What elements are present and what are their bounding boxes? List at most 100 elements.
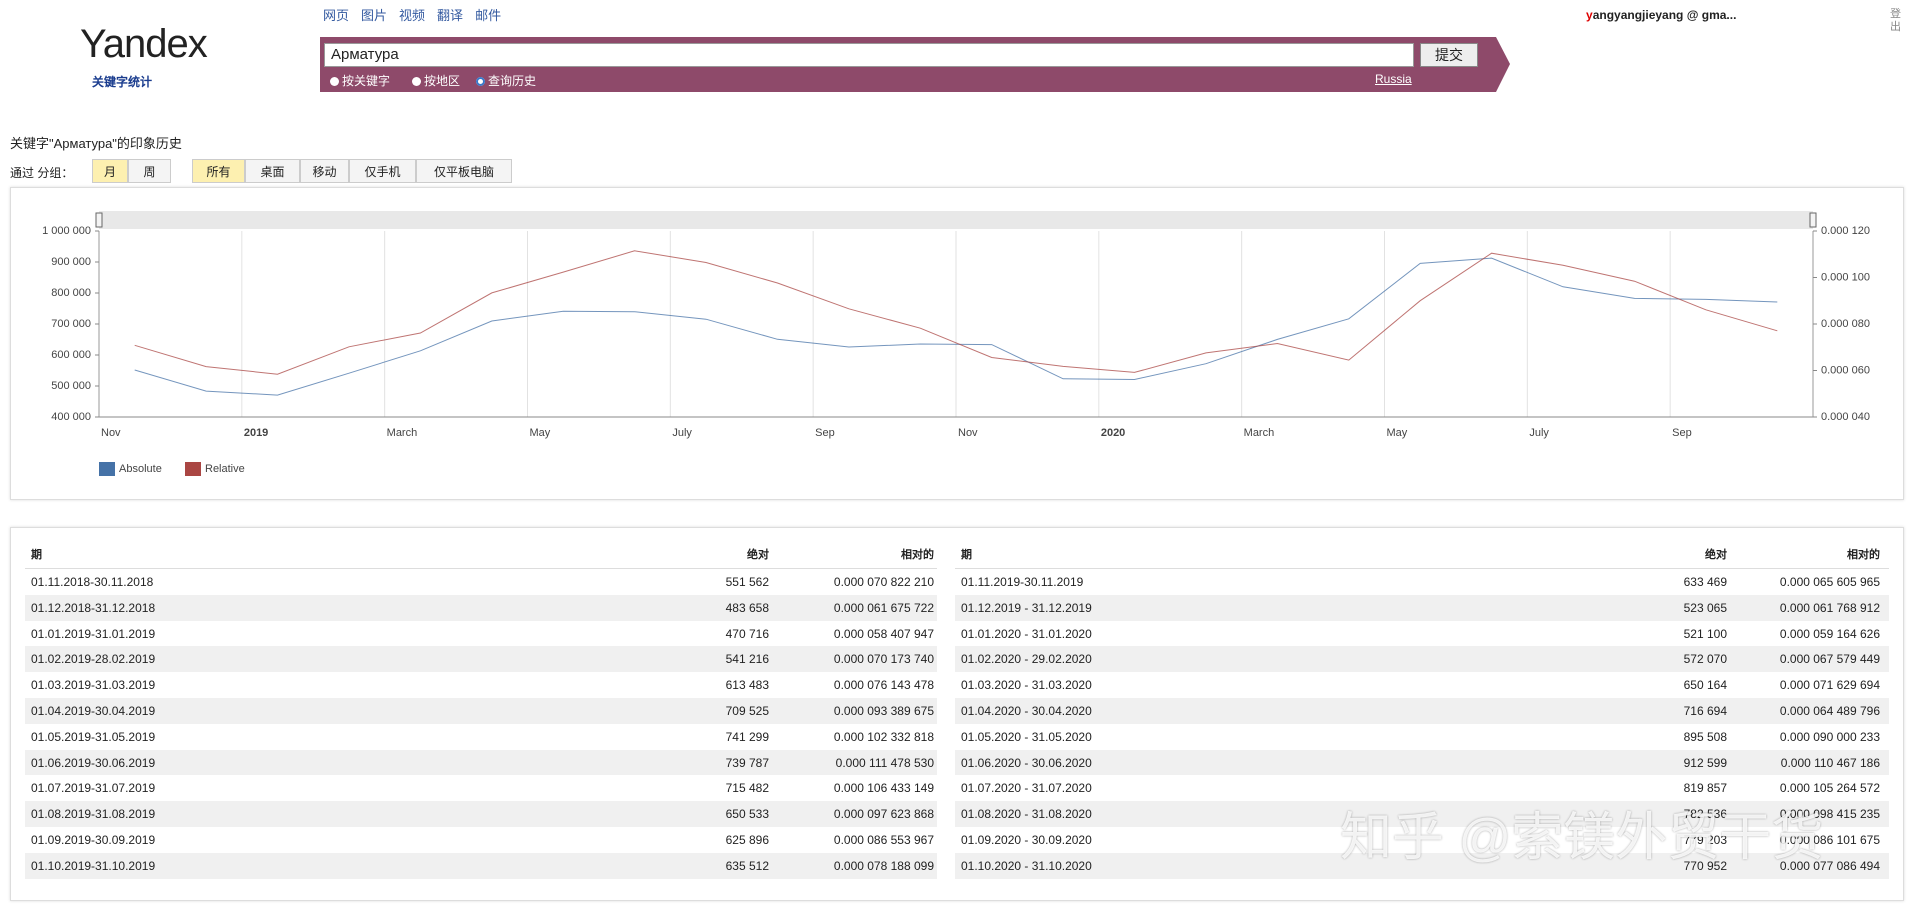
table-row: 01.12.2018-31.12.2018 483 658 0.000 061 67… xyxy=(25,594,937,621)
absolute-cell: 613 483 xyxy=(725,678,769,693)
table-row: 01.04.2020 - 30.04.2020 716 694 0.000 064 … xyxy=(955,698,1889,724)
nav: 网页 图片 视频 翻译 邮件 xyxy=(323,5,513,25)
device-button[interactable]: 所有 xyxy=(192,159,245,183)
chart: Nov 2019 March May July Sep Nov 2020 March May Jul… xyxy=(42,211,1870,476)
legend-swatch[interactable] xyxy=(99,462,115,476)
series-line xyxy=(134,250,1778,375)
y-tick-label: 700 000 xyxy=(51,318,91,330)
x-tick-label: Sep xyxy=(1672,427,1692,439)
submit-button[interactable]: 提交 xyxy=(1420,43,1478,67)
period-cell: 01.08.2020 - 31.08.2020 xyxy=(961,807,1092,822)
navigator-handle[interactable] xyxy=(1809,212,1817,228)
page-heading: 关键字"Арматура"的印象历史 xyxy=(10,136,182,151)
legend-label[interactable]: Relative xyxy=(205,463,245,475)
table-row: 01.05.2019-31.05.2019 741 299 0.000 102 33… xyxy=(25,723,937,750)
y-tick-label: 800 000 xyxy=(51,287,91,299)
table-row: 01.10.2020 - 31.10.2020 770 952 0.000 077 … xyxy=(955,852,1889,879)
period-cell: 01.01.2020 - 31.01.2020 xyxy=(961,626,1092,641)
relative-cell: 0.000 077 086 494 xyxy=(1779,858,1880,873)
period-cell: 01.10.2020 - 31.10.2020 xyxy=(961,858,1092,873)
user-name[interactable]: yangyangjieyang @ gma... xyxy=(1586,8,1737,22)
chart-panel: Nov 2019 March May July Sep Nov 2020 March May Jul… xyxy=(10,187,1904,500)
period-cell: 01.07.2019-31.07.2019 xyxy=(31,781,156,796)
relative-cell: 0.000 090 000 233 xyxy=(1779,729,1880,744)
column-header: 绝对 xyxy=(747,549,769,561)
x-tick-label: July xyxy=(672,427,692,439)
table-row: 01.07.2019-31.07.2019 715 482 0.000 106 43… xyxy=(25,775,937,802)
mode-label: 按地区 xyxy=(424,74,461,88)
mode-option[interactable]: 查询历史 xyxy=(476,74,536,88)
y2-tick-label: 0.000 100 xyxy=(1821,271,1870,283)
table-header: 期 绝对 相对的 xyxy=(25,542,937,569)
mode-option[interactable]: 按关键字 xyxy=(330,74,390,88)
absolute-cell: 770 952 xyxy=(1683,858,1727,873)
device-button[interactable]: 仅手机 xyxy=(349,159,416,183)
logo[interactable]: Yandex xyxy=(80,22,208,66)
period-button[interactable]: 月 xyxy=(92,159,128,183)
series-line xyxy=(134,257,1778,396)
absolute-cell: 716 694 xyxy=(1683,704,1727,718)
y-tick-label: 1 000 000 xyxy=(42,225,91,237)
nav-link[interactable]: 视频 xyxy=(399,8,426,23)
absolute-cell: 819 857 xyxy=(1683,781,1727,796)
period-cell: 01.12.2019 - 31.12.2019 xyxy=(961,600,1092,615)
table-row: 01.07.2020 - 31.07.2020 819 857 0.000 105 … xyxy=(955,775,1889,802)
column-header: 绝对 xyxy=(1705,549,1727,561)
period-cell: 01.06.2020 - 30.06.2020 xyxy=(961,755,1092,770)
relative-cell: 0.000 111 478 530 xyxy=(835,755,934,770)
absolute-cell: 483 658 xyxy=(725,600,769,615)
absolute-cell: 633 469 xyxy=(1683,575,1727,589)
period-cell: 01.09.2020 - 30.09.2020 xyxy=(961,833,1092,847)
absolute-cell: 709 525 xyxy=(725,704,769,718)
x-tick-label: July xyxy=(1529,427,1549,439)
relative-cell: 0.000 059 164 626 xyxy=(1779,626,1880,641)
relative-cell: 0.000 067 579 449 xyxy=(1779,652,1880,667)
nav-link[interactable]: 网页 xyxy=(323,8,350,23)
table-row: 01.06.2019-30.06.2019 739 787 0.000 111 47… xyxy=(25,749,937,776)
y-tick-label: 400 000 xyxy=(51,411,91,423)
column-header: 期 xyxy=(961,549,972,561)
period-cell: 01.12.2018-31.12.2018 xyxy=(31,600,156,615)
radio[interactable] xyxy=(330,77,339,86)
nav-link[interactable]: 邮件 xyxy=(475,8,502,23)
period-cell: 01.09.2019-30.09.2019 xyxy=(31,833,156,847)
period-cell: 01.11.2018-30.11.2018 xyxy=(31,575,154,589)
x-tick-label: May xyxy=(530,427,551,439)
navigator-handle[interactable] xyxy=(95,212,103,228)
period-button[interactable]: 周 xyxy=(128,159,171,183)
device-button[interactable]: 桌面 xyxy=(245,159,300,183)
mode-label: 查询历史 xyxy=(488,74,537,88)
x-tick-label: Nov xyxy=(101,427,121,439)
table-row: 01.08.2019-31.08.2019 650 533 0.000 097 62… xyxy=(25,801,937,828)
watermark: 知乎 @索镁外贸干货 xyxy=(1340,809,1824,867)
absolute-cell: 625 896 xyxy=(725,833,769,847)
relative-cell: 0.000 102 332 818 xyxy=(833,729,934,744)
period-cell: 01.04.2020 - 30.04.2020 xyxy=(961,704,1092,718)
nav-link[interactable]: 图片 xyxy=(361,8,388,23)
period-cell: 01.02.2020 - 29.02.2020 xyxy=(961,652,1092,667)
absolute-cell: 739 787 xyxy=(725,755,769,770)
relative-cell: 0.000 098 415 235 xyxy=(1779,807,1880,822)
period-cell: 01.03.2020 - 31.03.2020 xyxy=(961,678,1092,693)
nav-link[interactable]: 翻译 xyxy=(437,8,464,23)
search-input[interactable]: Арматура xyxy=(324,43,1414,67)
logout[interactable]: 登出 xyxy=(1890,8,1901,33)
region-link[interactable]: Russia xyxy=(1375,72,1412,86)
radio[interactable] xyxy=(412,77,422,86)
y-tick-label: 500 000 xyxy=(51,380,91,392)
mode-option[interactable]: 按地区 xyxy=(412,74,460,88)
absolute-cell: 912 599 xyxy=(1683,755,1727,770)
table-row: 01.10.2019-31.10.2019 635 512 0.000 078 18… xyxy=(25,852,937,879)
relative-cell: 0.000 106 433 149 xyxy=(833,781,934,796)
legend-label[interactable]: Absolute xyxy=(119,463,162,475)
device-button[interactable]: 移动 xyxy=(300,159,349,183)
x-tick-label: March xyxy=(387,427,418,439)
device-button[interactable]: 仅平板电脑 xyxy=(416,159,512,183)
y2-tick-label: 0.000 060 xyxy=(1821,364,1870,376)
legend-swatch[interactable] xyxy=(185,462,201,476)
table-row: 01.08.2020 - 31.08.2020 782 536 0.000 098 … xyxy=(955,801,1889,828)
y2-tick-label: 0.000 120 xyxy=(1821,225,1870,237)
radio[interactable] xyxy=(476,77,486,86)
relative-cell: 0.000 110 467 186 xyxy=(1780,755,1880,770)
